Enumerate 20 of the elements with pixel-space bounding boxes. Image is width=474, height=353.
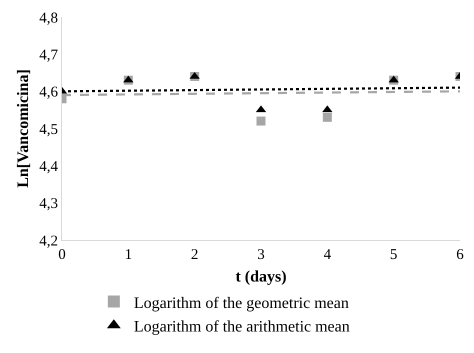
point	[256, 116, 266, 126]
x-tick-label: 6	[456, 247, 464, 263]
y-tick-label: 4,6	[39, 84, 58, 101]
y-tick-label: 4,5	[39, 122, 58, 138]
x-tick-label: 3	[257, 247, 265, 263]
y-tick-label: 4,4	[39, 158, 58, 175]
y-tick-label: 4,7	[39, 47, 58, 64]
y-tick-label: 4,2	[39, 233, 58, 250]
y-tick-label: 4,8	[39, 10, 58, 26]
x-tick-label: 2	[190, 247, 198, 263]
x-tick-label: 4	[324, 247, 332, 263]
x-tick-label: 5	[390, 247, 398, 263]
legend-label: Logarithm of the geometric mean	[134, 294, 349, 312]
point	[322, 112, 332, 122]
y-axis-title: Ln[Vancomicina]	[15, 69, 32, 188]
x-axis-title: t (days)	[235, 268, 287, 286]
x-tick-label: 0	[58, 247, 66, 263]
legend-label: Logarithm of the arithmetic mean	[134, 318, 350, 336]
x-tick-label: 1	[124, 247, 132, 263]
y-tick-label: 4,3	[39, 196, 58, 212]
